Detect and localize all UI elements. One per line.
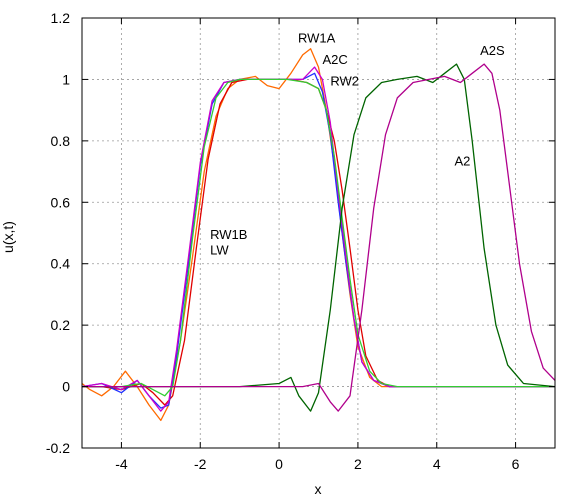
y-tick-label: -0.2 [46,440,70,456]
annotation-rw2: RW2 [330,74,359,89]
x-tick-label: -2 [194,456,207,472]
series-line-6 [82,63,555,412]
x-tick-label: 4 [433,456,441,472]
annotation-a2s: A2S [480,43,505,58]
y-tick-label: 1 [62,71,70,87]
series-lines [82,48,555,422]
y-axis-label: u(x,t) [0,221,16,253]
y-tick-label: 0 [62,379,70,395]
y-tick-label: 1.2 [51,10,71,26]
x-axis-label: x [315,481,322,497]
annotation-a2c: A2C [322,52,347,67]
x-tick-label: -4 [115,456,128,472]
plot-frame [81,17,556,449]
annotation-a2: A2 [454,153,470,168]
annotation-rw1a: RW1A [298,31,336,46]
series-line-3 [82,72,555,409]
x-tick-label: 2 [354,456,362,472]
y-tick-label: 0.2 [51,317,71,333]
series-line-7 [82,63,555,412]
y-tick-label: 0.6 [51,194,71,210]
x-tick-label: 6 [512,456,520,472]
series-line-4 [82,66,555,412]
annotation-lw: LW [210,243,229,258]
y-tick-label: 0.4 [51,256,71,272]
annotation-rw1b: RW1B [210,227,247,242]
y-tick-label: 0.8 [51,133,71,149]
y-tick-labels: -0.2 0 0.2 0.4 0.6 0.8 1 1.2 [46,10,70,456]
x-tick-label: 0 [275,456,283,472]
series-line-5 [82,78,555,397]
tick-marks [82,17,555,449]
x-tick-labels: -4 -2 0 2 4 6 [115,456,519,472]
series-line-1 [82,48,555,422]
